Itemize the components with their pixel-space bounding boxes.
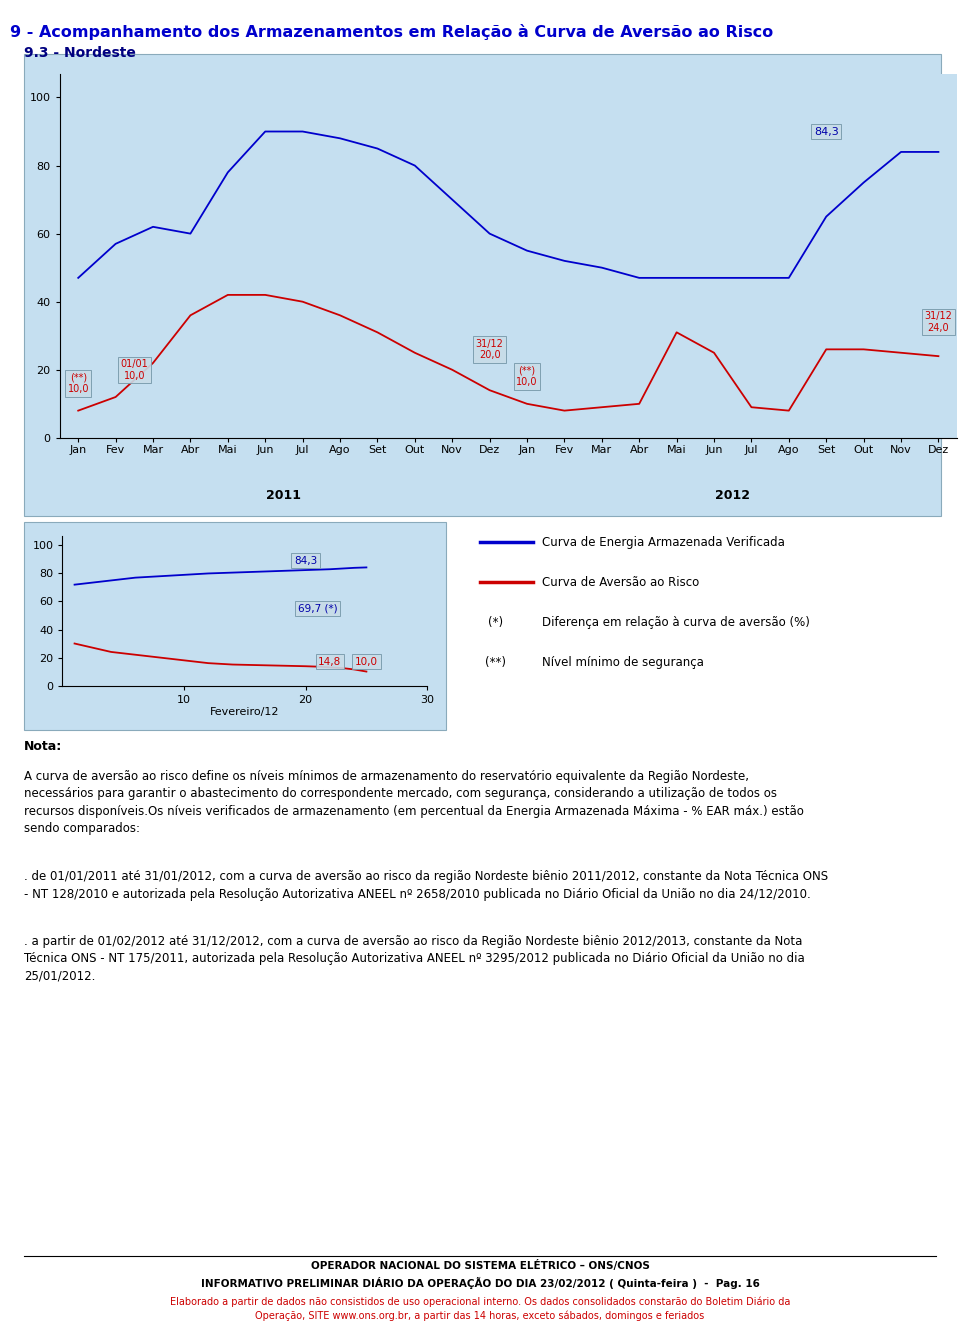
Text: Curva de Energia Armazenada Verificada: Curva de Energia Armazenada Verificada (542, 536, 785, 549)
Text: A curva de aversão ao risco define os níveis mínimos de armazenamento do reserva: A curva de aversão ao risco define os ní… (24, 770, 804, 836)
Text: (**): (**) (485, 656, 506, 670)
X-axis label: Fevereiro/12: Fevereiro/12 (210, 707, 279, 718)
Text: 9.3 - Nordeste: 9.3 - Nordeste (24, 46, 136, 59)
Text: 2012: 2012 (715, 489, 750, 502)
Text: Diferença em relação à curva de aversão (%): Diferença em relação à curva de aversão … (542, 616, 810, 629)
Text: OPERADOR NACIONAL DO SISTEMA ELÉTRICO – ONS/CNOS: OPERADOR NACIONAL DO SISTEMA ELÉTRICO – … (311, 1260, 649, 1271)
Text: (**)
10,0: (**) 10,0 (516, 366, 538, 387)
Text: 84,3: 84,3 (814, 126, 839, 137)
Text: 14,8: 14,8 (319, 656, 342, 667)
Text: . a partir de 01/02/2012 até 31/12/2012, com a curva de aversão ao risco da Regi: . a partir de 01/02/2012 até 31/12/2012,… (24, 935, 804, 983)
Text: Nota:: Nota: (24, 740, 62, 754)
Text: 9 - Acompanhamento dos Armazenamentos em Relação à Curva de Aversão ao Risco: 9 - Acompanhamento dos Armazenamentos em… (10, 24, 773, 40)
Text: 31/12
20,0: 31/12 20,0 (476, 339, 504, 360)
Text: 10,0: 10,0 (355, 656, 378, 667)
Text: (**)
10,0: (**) 10,0 (67, 372, 89, 394)
Text: . de 01/01/2011 até 31/01/2012, com a curva de aversão ao risco da região Nordes: . de 01/01/2011 até 31/01/2012, com a cu… (24, 870, 828, 901)
Text: 69,7 (*): 69,7 (*) (298, 604, 338, 613)
Text: Curva de Aversão ao Risco: Curva de Aversão ao Risco (542, 576, 700, 589)
Text: Elaborado a partir de dados não consistidos de uso operacional interno. Os dados: Elaborado a partir de dados não consisti… (170, 1296, 790, 1320)
Text: 31/12
24,0: 31/12 24,0 (924, 312, 952, 333)
Text: 2011: 2011 (267, 489, 301, 502)
Text: 84,3: 84,3 (294, 556, 317, 566)
Text: 01/01
10,0: 01/01 10,0 (120, 359, 148, 380)
Text: (*): (*) (488, 616, 503, 629)
Text: INFORMATIVO PRELIMINAR DIÁRIO DA OPERAÇÃO DO DIA 23/02/2012 ( Quinta-feira )  - : INFORMATIVO PRELIMINAR DIÁRIO DA OPERAÇÃ… (201, 1277, 759, 1289)
Text: Nível mínimo de segurança: Nível mínimo de segurança (542, 656, 705, 670)
